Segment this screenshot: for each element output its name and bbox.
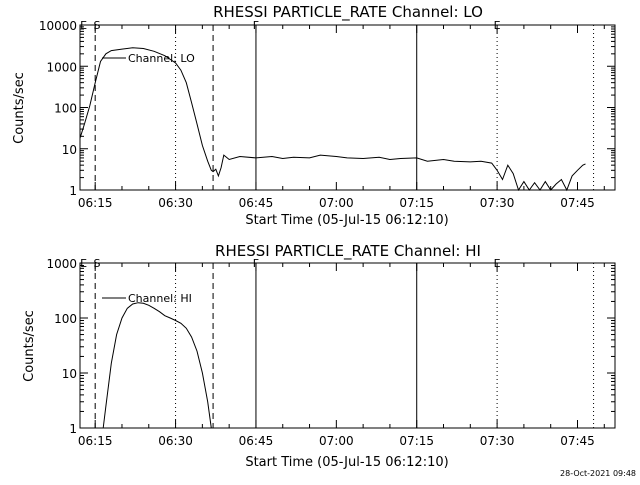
y-tick-label: 100 [54,312,77,326]
x-axis-label: Start Time (05-Jul-15 06:12:10) [245,455,448,470]
plot-frame [79,262,616,429]
legend: Channel: HI [102,292,192,305]
x-tick-label: 06:15 [78,434,113,448]
y-axis-label: Counts/sec [22,310,37,382]
vertical-lines [94,263,595,428]
event-marker: E [494,257,501,270]
x-tick-label: 07:45 [560,434,595,448]
y-tick-label: 1 [69,184,77,198]
panel-title: RHESSI PARTICLE_RATE Channel: HI [215,242,481,261]
x-tick-label: 07:00 [319,196,354,210]
x-tick-label: 07:30 [480,434,515,448]
x-tick-label: 07:00 [319,434,354,448]
x-tick-label: 06:45 [239,434,274,448]
x-tick-label: 07:15 [399,434,434,448]
x-tick-label: 06:30 [158,196,193,210]
x-tick-label: 06:30 [158,434,193,448]
x-tick-label: 07:15 [399,196,434,210]
y-tick-label: 10000 [39,19,77,33]
vertical-lines [94,25,595,190]
y-tick-label: 1 [69,422,77,436]
y-axis-ticks: 1 10 100 1000 [46,257,615,436]
y-axis-label: Counts/sec [12,72,27,144]
legend-label: Channel: HI [128,292,192,305]
series-line [79,47,586,192]
y-tick-label: 10 [62,367,77,381]
x-tick-label: 07:45 [560,196,595,210]
x-tick-label: 06:45 [239,196,274,210]
y-tick-label: 1000 [46,257,77,271]
event-marker: F [253,257,259,270]
y-tick-label: 100 [54,102,77,116]
data-series [102,302,212,429]
x-tick-label: 07:30 [480,196,515,210]
series-line [102,302,212,429]
event-marker: F [253,19,259,32]
event-marker: E [80,257,87,270]
x-axis-ticks: 06:15 06:30 06:45 07:00 07:15 07:30 07:45 [78,25,605,210]
legend-label: Channel: LO [128,52,195,65]
event-marker: E [80,19,87,32]
panel-hi: RHESSI PARTICLE_RATE Channel: HI 1101001… [22,242,616,470]
panel-lo: RHESSI PARTICLE_RATE Channel: LO 1101001… [12,3,616,228]
x-tick-label: 06:15 [78,196,113,210]
panel-title: RHESSI PARTICLE_RATE Channel: LO [213,3,483,22]
timestamp: 28-Oct-2021 09:48 [560,469,636,478]
x-axis-label: Start Time (05-Jul-15 06:12:10) [245,213,448,228]
event-marker: S [93,19,100,32]
y-tick-label: 1000 [46,60,77,74]
x-axis-ticks: 06:15 06:30 06:45 07:00 07:15 07:30 07:45 [78,263,605,448]
y-tick-label: 10 [62,143,77,157]
data-series [79,47,586,192]
y-axis-ticks: 1 10 100 1000 10000 [39,19,615,198]
event-marker: E [494,19,501,32]
event-marker: S [93,257,100,270]
legend: Channel: LO [102,52,195,65]
